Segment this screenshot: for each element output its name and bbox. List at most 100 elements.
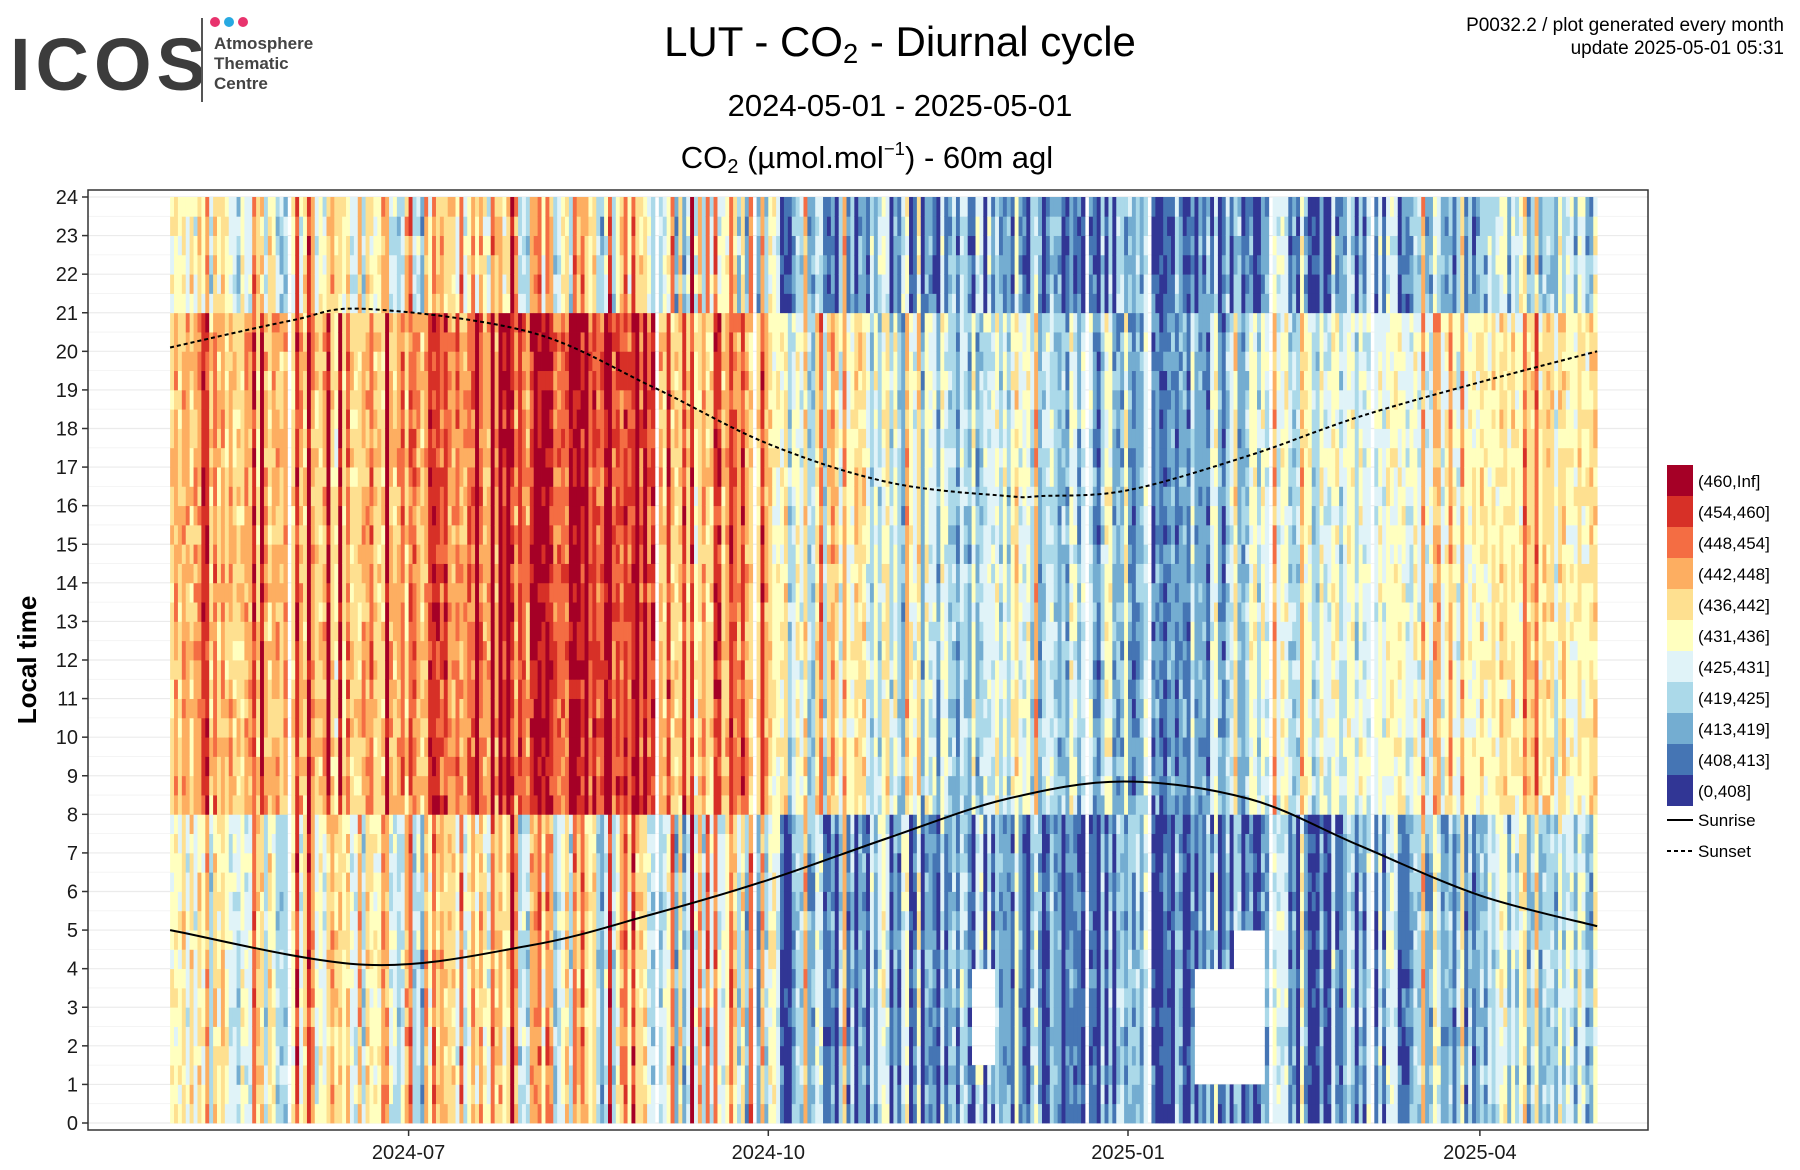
heatmap-cell — [310, 254, 316, 275]
heatmap-cell — [252, 949, 257, 970]
heatmap-cell — [213, 679, 218, 699]
heatmap-cell — [252, 486, 257, 507]
heatmap-cell — [475, 987, 480, 1008]
heatmap-cell — [549, 563, 554, 584]
heatmap-cell — [322, 814, 327, 835]
heatmap-cell — [310, 1007, 316, 1027]
heatmap-cell — [396, 428, 402, 449]
heatmap-cell — [338, 987, 343, 1008]
heatmap-cell — [432, 1065, 437, 1085]
heatmap-cell — [170, 602, 175, 622]
heatmap-cell — [381, 949, 386, 970]
heatmap-cell — [346, 1065, 351, 1085]
heatmap-cell — [201, 833, 206, 854]
heatmap-cell — [439, 891, 445, 912]
heatmap-cell — [451, 370, 456, 391]
heatmap-cell — [256, 814, 261, 835]
heatmap-cell — [553, 775, 558, 796]
heatmap-cell — [432, 428, 437, 449]
heatmap-cell — [181, 949, 187, 970]
heatmap-cell — [342, 1007, 347, 1027]
heatmap-cell — [467, 968, 472, 989]
heatmap-cell — [506, 1065, 511, 1085]
heatmap-cell — [185, 1103, 191, 1124]
heatmap-cell — [240, 1084, 245, 1105]
heatmap-cell — [392, 409, 398, 429]
heatmap-cell — [346, 524, 351, 545]
heatmap-cell — [193, 1065, 198, 1085]
heatmap-cell — [514, 1103, 519, 1124]
heatmap-cell — [248, 524, 253, 545]
heatmap-cell — [330, 660, 335, 680]
heatmap-cell — [482, 737, 488, 757]
heatmap-cell — [385, 563, 390, 584]
heatmap-cell — [232, 910, 237, 931]
heatmap-cell — [260, 717, 265, 738]
heatmap-cell — [197, 235, 202, 256]
heatmap-cell — [342, 1065, 347, 1085]
heatmap-cell — [564, 486, 570, 507]
heatmap-cell — [267, 698, 273, 719]
heatmap-cell — [416, 891, 421, 912]
heatmap-cell — [459, 698, 464, 719]
heatmap-cell — [408, 505, 413, 526]
heatmap-cell — [541, 949, 546, 970]
heatmap-cell — [439, 312, 445, 333]
heatmap-cell — [459, 293, 464, 314]
heatmap-cell — [443, 389, 449, 410]
heatmap-cell — [498, 891, 503, 912]
heatmap-cell — [256, 621, 261, 642]
heatmap-cell — [498, 910, 503, 931]
heatmap-cell — [361, 660, 366, 680]
heatmap-cell — [498, 486, 503, 507]
heatmap-cell — [217, 737, 222, 757]
heatmap-cell — [244, 332, 249, 352]
heatmap-cell — [385, 814, 390, 835]
heatmap-cell — [279, 621, 284, 642]
heatmap-cell — [557, 370, 562, 391]
heatmap-cell — [490, 602, 496, 622]
heatmap-cell — [447, 582, 453, 603]
heatmap-cell — [318, 602, 323, 622]
heatmap-cell — [177, 544, 183, 564]
heatmap-cell — [260, 795, 265, 815]
heatmap-cell — [291, 293, 296, 314]
heatmap-cell — [314, 698, 320, 719]
heatmap-cell — [549, 1007, 554, 1027]
heatmap-cell — [447, 698, 453, 719]
heatmap-cell — [467, 351, 472, 372]
heatmap-cell — [306, 1007, 312, 1027]
heatmap-cell — [201, 852, 206, 873]
heatmap-cell — [209, 987, 214, 1008]
heatmap-cell — [557, 524, 562, 545]
heatmap-cell — [463, 351, 468, 372]
heatmap-cell — [447, 891, 453, 912]
heatmap-cell — [228, 833, 234, 854]
heatmap-cell — [486, 814, 492, 835]
heatmap-cell — [400, 505, 406, 526]
heatmap-cell — [533, 1026, 539, 1047]
heatmap-cell — [236, 679, 241, 699]
heatmap-cell — [451, 254, 456, 275]
heatmap-cell — [568, 1103, 574, 1124]
heatmap-cell — [529, 582, 535, 603]
heatmap-cell — [174, 524, 179, 545]
heatmap-cell — [283, 795, 288, 815]
heatmap-cell — [506, 254, 511, 275]
heatmap-cell — [177, 852, 183, 873]
heatmap-cell — [240, 370, 245, 391]
heatmap-cell — [478, 737, 484, 757]
heatmap-cell — [189, 563, 194, 584]
heatmap-cell — [451, 235, 456, 256]
heatmap-cell — [435, 910, 441, 931]
heatmap-cell — [439, 544, 445, 564]
heatmap-cell — [330, 370, 335, 391]
heatmap-cell — [342, 582, 347, 603]
heatmap-cell — [486, 1065, 492, 1085]
heatmap-cell — [330, 737, 335, 757]
heatmap-cell — [439, 1045, 445, 1066]
heatmap-cell — [478, 274, 484, 294]
heatmap-cell — [217, 987, 222, 1008]
heatmap-cell — [537, 930, 542, 950]
heatmap-cell — [373, 467, 378, 487]
